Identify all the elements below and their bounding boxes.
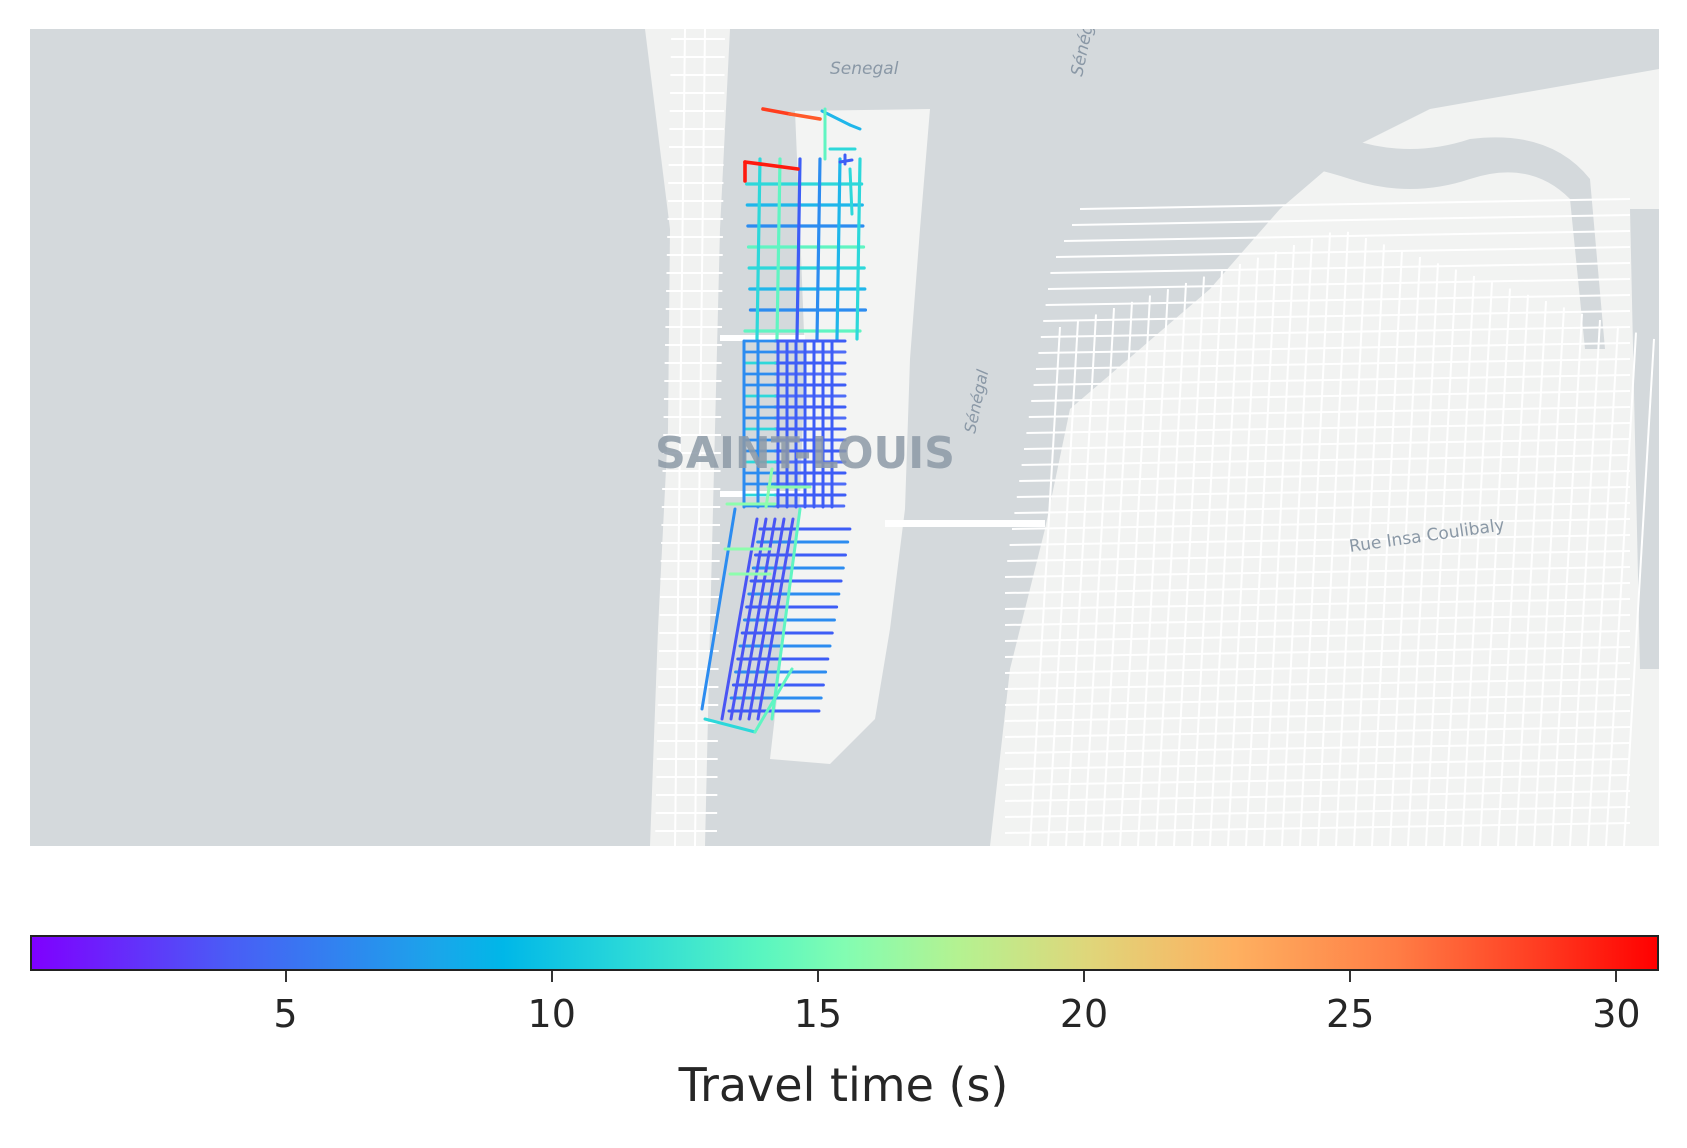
road-segment [775, 157, 782, 341]
colorbar-tick-label: 30 [1592, 992, 1641, 1036]
colorbar-tick-label: 20 [1059, 992, 1109, 1036]
colorbar-tick-label: 10 [527, 992, 576, 1036]
road-segment [756, 517, 795, 721]
channel-water [1220, 125, 1605, 350]
colorbar-tick-label: 15 [793, 992, 843, 1036]
label-senegal-north: Senegal [830, 59, 899, 79]
road-segment [764, 467, 774, 509]
colorbar-label: Travel time (s) [678, 1058, 1009, 1112]
road-segment [855, 157, 862, 341]
road-segment [795, 157, 802, 341]
road-segment [753, 667, 794, 734]
road-segment [700, 507, 737, 711]
road-segment [788, 112, 822, 121]
road-segment [720, 517, 759, 721]
colorbar [30, 935, 1659, 971]
island-land [770, 109, 930, 764]
colorbar-tick [1349, 971, 1352, 982]
label-city: SAINT-LOUIS [655, 428, 955, 479]
colorbar-tick-label: 5 [273, 992, 298, 1036]
road-segment [703, 717, 757, 734]
road-segment [743, 160, 800, 171]
road-segment [838, 158, 854, 164]
road-segment [747, 517, 786, 721]
colorbar-tick [550, 971, 553, 982]
road-segment [835, 157, 842, 341]
colorbar-tick-label: 25 [1326, 992, 1375, 1036]
road-segment [729, 517, 768, 721]
spit-streets [655, 29, 725, 846]
east-water [1630, 209, 1659, 669]
colorbar-tick [1615, 971, 1618, 982]
colorbar-gradient [30, 935, 1659, 971]
mainland-streets [1004, 198, 1655, 846]
road-segment [770, 507, 802, 721]
faidherbe-bridge [885, 520, 1045, 527]
road-segment [755, 157, 762, 341]
map-panel[interactable]: Senegal Sénég Sénégal SAINT-LOUIS Rue In… [30, 29, 1659, 846]
road-segment [820, 109, 852, 127]
basemap: Senegal Sénég Sénégal SAINT-LOUIS Rue In… [30, 29, 1659, 846]
west-bridge [720, 335, 805, 341]
barbarie-spit-land [645, 29, 730, 846]
road-segment [738, 517, 777, 721]
road-segment [848, 123, 862, 131]
road-segment [815, 157, 822, 341]
road-segment [848, 167, 854, 216]
colorbar-tick [284, 971, 287, 982]
road-network [700, 107, 868, 734]
colorbar-tick [1083, 971, 1086, 982]
road-segment [761, 107, 792, 116]
colorbar-tick [816, 971, 819, 982]
